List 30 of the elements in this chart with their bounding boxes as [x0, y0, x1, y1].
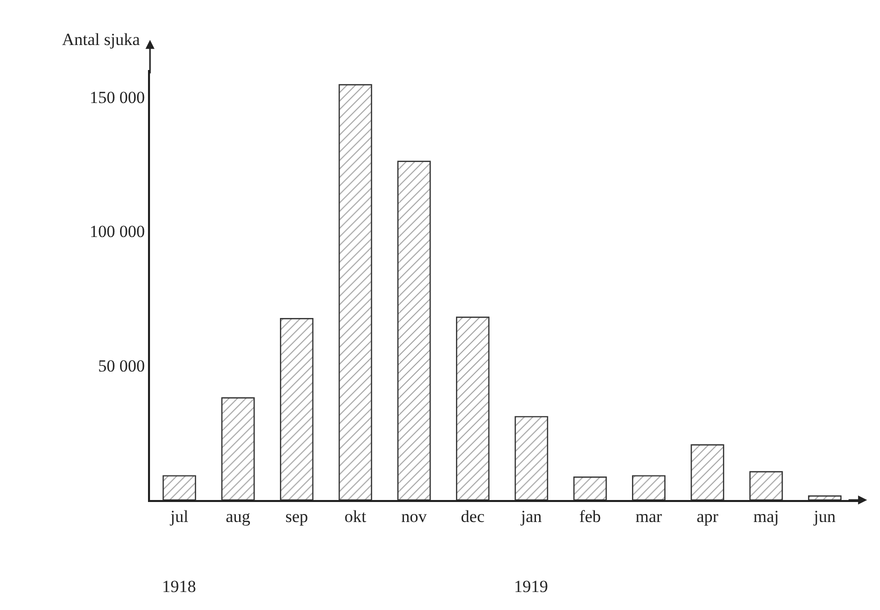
text: 1919 — [514, 577, 548, 596]
x-tick-label: aug — [226, 507, 251, 526]
x-tick-label: nov — [401, 507, 428, 526]
bar — [690, 444, 724, 500]
y-tick-label: 150 000 — [90, 88, 145, 107]
y-axis-title: Antal sjuka — [62, 30, 140, 49]
bar — [573, 476, 607, 500]
x-tick-label: apr — [696, 507, 719, 526]
text: 1918 — [162, 577, 196, 596]
bar — [280, 318, 314, 500]
x-tick-label: mar — [636, 507, 662, 526]
x-tick-label: jun — [812, 507, 836, 526]
y-tick-label: 100 000 — [90, 222, 145, 242]
x-tick-label: sep — [285, 507, 308, 526]
bar — [397, 160, 431, 500]
bar — [221, 397, 255, 500]
bar — [338, 84, 372, 500]
bar — [749, 471, 783, 500]
x-tick-label: feb — [579, 507, 601, 526]
x-tick-label: jul — [169, 507, 189, 526]
bar — [632, 475, 666, 500]
y-tick-label: 50 000 — [98, 356, 145, 376]
bar — [456, 316, 490, 500]
x-tick-label: maj — [753, 507, 779, 526]
x-tick-label: jan — [520, 507, 542, 526]
x-tick-label: okt — [344, 507, 367, 526]
x-tick-label: dec — [460, 507, 485, 526]
bar — [808, 495, 842, 500]
bar — [162, 475, 196, 500]
bar — [514, 416, 548, 500]
